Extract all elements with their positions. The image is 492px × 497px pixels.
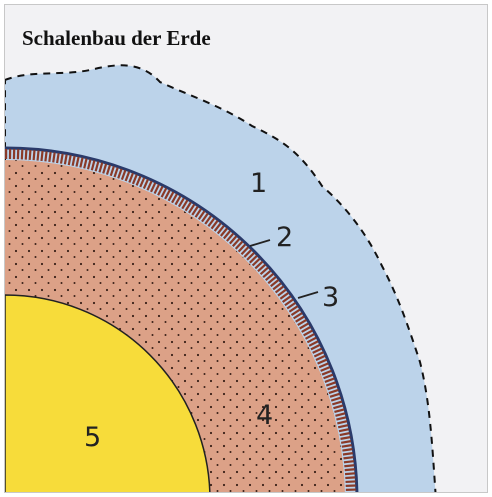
layer-label: 3	[322, 282, 339, 313]
diagram-frame: Schalenbau der Erde 1 2 3 4 5	[0, 0, 492, 497]
layer-label: 4	[256, 400, 273, 431]
layer-label: 1	[250, 168, 267, 199]
layer-label: 2	[276, 222, 293, 253]
diagram: Schalenbau der Erde 1 2 3 4 5	[0, 0, 492, 497]
layer-label: 5	[84, 422, 101, 453]
title: Schalenbau der Erde	[22, 26, 211, 50]
